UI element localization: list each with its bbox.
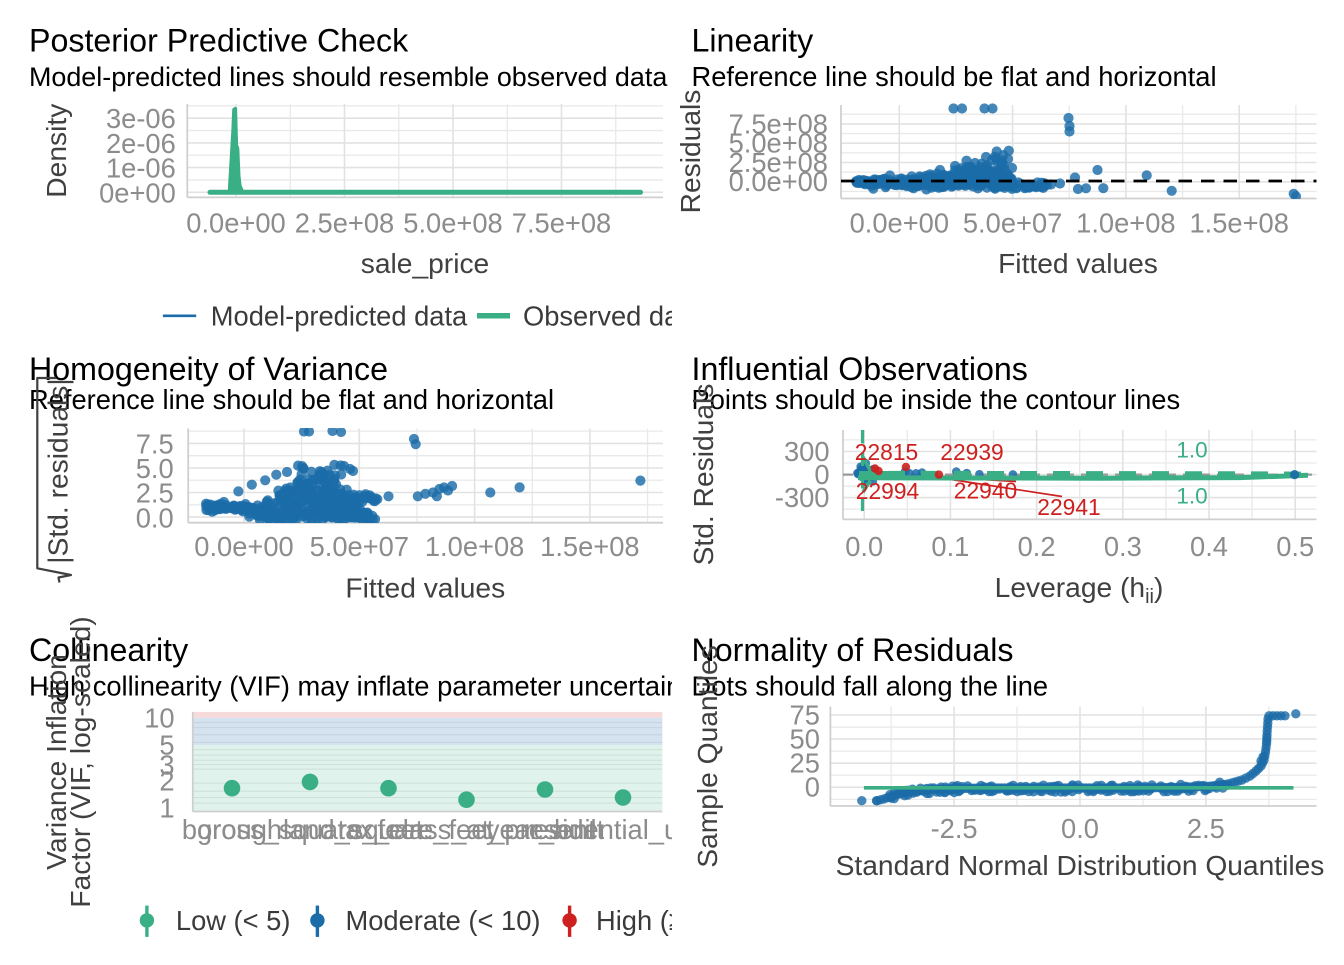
svg-text:Variance Inflation: Variance Inflation	[40, 654, 72, 870]
svg-text:1: 1	[159, 793, 174, 824]
svg-text:Reference line should be flat: Reference line should be flat and horizo…	[692, 61, 1217, 92]
svg-text:2.5e+08: 2.5e+08	[729, 147, 828, 178]
svg-text:5: 5	[159, 729, 174, 760]
svg-text:5.0e+08: 5.0e+08	[729, 128, 828, 159]
svg-text:tax_class_at_present: tax_class_at_present	[338, 814, 596, 845]
svg-text:22940: 22940	[954, 477, 1017, 503]
svg-text:year_built: year_built	[486, 814, 605, 845]
svg-text:Sample Quantiles: Sample Quantiles	[691, 645, 723, 868]
svg-text:0: 0	[805, 772, 820, 803]
svg-text:1.5e+08: 1.5e+08	[540, 531, 639, 562]
svg-text:300: 300	[784, 436, 830, 467]
svg-text:0.3: 0.3	[1104, 531, 1142, 562]
svg-text:Std. Residuals: Std. Residuals	[687, 384, 719, 566]
svg-text:0.5: 0.5	[1276, 531, 1314, 562]
svg-text:10: 10	[144, 702, 174, 733]
svg-text:2.5: 2.5	[136, 478, 174, 509]
svg-text:High (≥ 10): High (≥ 10)	[596, 905, 731, 936]
svg-text:Observed data: Observed data	[523, 300, 703, 331]
svg-text:Reference line should be flat: Reference line should be flat and horizo…	[29, 384, 554, 415]
svg-text:7.5: 7.5	[136, 429, 174, 460]
svg-text:Standard Normal Distribution Q: Standard Normal Distribution Quantiles	[836, 849, 1325, 881]
svg-text:0.0e+00: 0.0e+00	[850, 208, 949, 239]
svg-text:Low (< 5): Low (< 5)	[176, 905, 291, 936]
svg-text:0.0e+00: 0.0e+00	[186, 208, 285, 239]
svg-text:3: 3	[159, 750, 174, 781]
svg-text:22815: 22815	[855, 439, 918, 465]
svg-text:1.0e+08: 1.0e+08	[1076, 208, 1175, 239]
svg-text:Normality of Residuals: Normality of Residuals	[692, 632, 1014, 668]
svg-text:Points should be inside the co: Points should be inside the contour line…	[692, 384, 1181, 415]
svg-text:borough: borough	[182, 814, 282, 845]
svg-text:-2.5: -2.5	[931, 813, 978, 844]
svg-text:land_square_feet: land_square_feet	[283, 814, 494, 845]
svg-text:1.5e+08: 1.5e+08	[1189, 208, 1288, 239]
svg-text:Homogeneity of Variance: Homogeneity of Variance	[29, 351, 388, 387]
svg-text:0.4: 0.4	[1190, 531, 1228, 562]
svg-text:1.0: 1.0	[1176, 438, 1207, 463]
svg-text:Dots should fall along the lin: Dots should fall along the line	[692, 671, 1049, 702]
svg-text:0.0e+00: 0.0e+00	[194, 531, 293, 562]
svg-text:2.5: 2.5	[1187, 813, 1225, 844]
svg-text:0.2: 0.2	[1018, 531, 1056, 562]
svg-text:Influential Observations: Influential Observations	[692, 351, 1028, 387]
svg-text:3e-06: 3e-06	[106, 103, 176, 134]
svg-text:75: 75	[790, 699, 820, 730]
svg-text:0.0: 0.0	[845, 531, 883, 562]
svg-text:0e+00: 0e+00	[99, 177, 176, 208]
svg-text:50: 50	[790, 724, 820, 755]
svg-text:2: 2	[159, 765, 174, 796]
svg-text:0.0: 0.0	[136, 502, 174, 533]
svg-text:Model-predicted lines should r: Model-predicted lines should resemble ob…	[29, 62, 667, 92]
svg-text:High collinearity (VIF) may in: High collinearity (VIF) may inflate para…	[29, 671, 703, 702]
svg-text:22939: 22939	[940, 439, 1003, 465]
svg-text:Residuals: Residuals	[674, 90, 706, 214]
svg-text:residential_units: residential_units	[524, 814, 721, 845]
svg-text:5.0e+07: 5.0e+07	[310, 531, 409, 562]
svg-text:Leverage (hii): Leverage (hii)	[995, 571, 1164, 608]
svg-text:Model-predicted data: Model-predicted data	[211, 300, 468, 331]
svg-text:Collinearity: Collinearity	[29, 632, 189, 668]
svg-text:2e-06: 2e-06	[106, 128, 176, 159]
svg-text:5.0e+08: 5.0e+08	[403, 208, 502, 239]
svg-text:0.0: 0.0	[1061, 813, 1099, 844]
svg-text:22994: 22994	[856, 478, 920, 504]
svg-text:5.0: 5.0	[136, 453, 174, 484]
svg-text:22941: 22941	[1037, 494, 1100, 520]
svg-text:Density: Density	[40, 103, 72, 198]
svg-text:1.0: 1.0	[1176, 484, 1207, 509]
svg-text:25: 25	[790, 748, 820, 779]
svg-text:0: 0	[814, 459, 829, 490]
svg-text:0.0e+00: 0.0e+00	[729, 166, 828, 197]
svg-text:7.5e+08: 7.5e+08	[729, 108, 828, 139]
svg-text:0.1: 0.1	[931, 531, 969, 562]
svg-text:Linearity: Linearity	[692, 23, 815, 59]
svg-text:Moderate (< 10): Moderate (< 10)	[346, 905, 541, 936]
svg-text:2.5e+08: 2.5e+08	[295, 208, 394, 239]
svg-text:Fitted values: Fitted values	[345, 572, 505, 604]
svg-text:1.0e+08: 1.0e+08	[425, 531, 524, 562]
svg-text:Factor (VIF, log-scaled): Factor (VIF, log-scaled)	[64, 616, 96, 907]
svg-text:Posterior Predictive Check: Posterior Predictive Check	[29, 23, 409, 59]
svg-text:1e-06: 1e-06	[106, 153, 176, 184]
svg-text:Fitted values: Fitted values	[998, 247, 1158, 279]
svg-text:|Std. residuals|: |Std. residuals|	[42, 378, 74, 563]
svg-text:gross_square_feet: gross_square_feet	[197, 814, 424, 845]
svg-text:7.5e+08: 7.5e+08	[512, 208, 611, 239]
svg-text:-300: -300	[775, 482, 830, 513]
svg-text:5.0e+07: 5.0e+07	[963, 208, 1062, 239]
svg-text:sale_price: sale_price	[361, 247, 489, 279]
